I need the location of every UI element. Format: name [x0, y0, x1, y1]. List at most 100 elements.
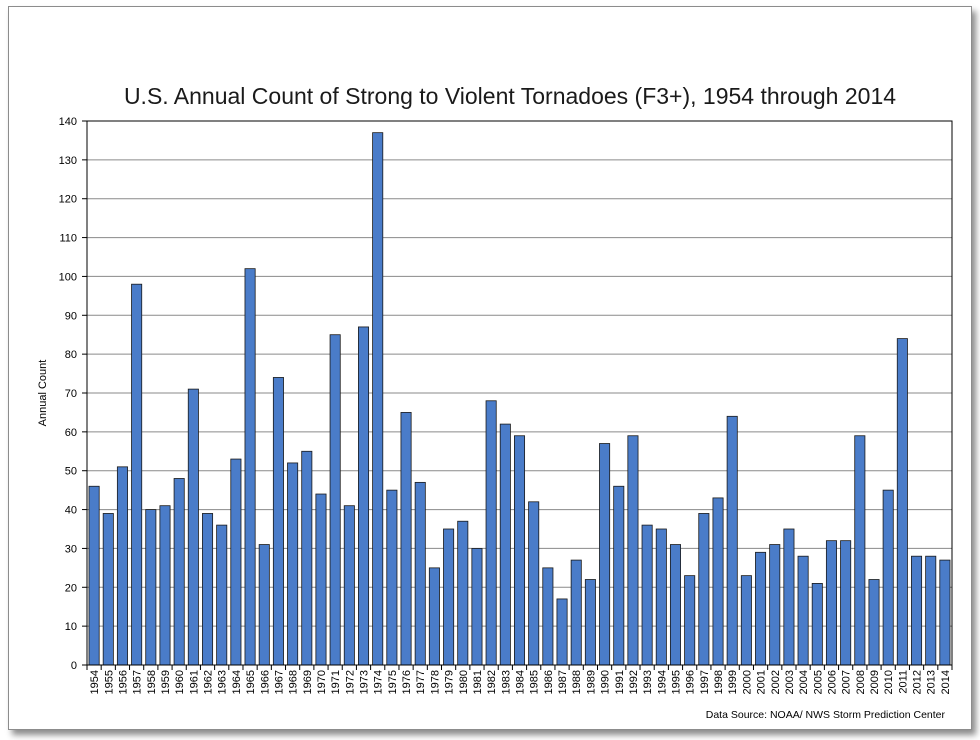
y-tick-label: 110 [59, 233, 77, 245]
bar-1964 [230, 458, 242, 666]
x-tick-label: 1999 [727, 670, 739, 694]
x-tick-label: 1982 [486, 670, 498, 694]
x-tick-label: 2004 [798, 670, 810, 694]
bar-2013 [925, 555, 937, 666]
bar-2008 [854, 435, 866, 666]
bar-1997 [698, 513, 710, 666]
y-tick-label: 100 [59, 271, 77, 283]
x-tick-label: 1974 [373, 670, 385, 694]
bar-1983 [499, 423, 511, 666]
plot-area-border [86, 120, 953, 666]
bar-1992 [627, 435, 639, 666]
bar-1970 [315, 493, 327, 666]
y-tick-labels: 0 10 20 30 40 50 60 70 80 90 100 110 120 130 140 [59, 116, 77, 672]
y-tick-label: 60 [65, 427, 77, 439]
x-tick-label: 1973 [359, 670, 371, 694]
bar-1966 [258, 544, 270, 666]
bar-1954 [88, 485, 100, 666]
bar-1990 [599, 443, 611, 666]
bar-1967 [272, 377, 284, 666]
bar-2003 [783, 528, 795, 666]
axes [82, 120, 953, 670]
x-tick-label: 1994 [656, 670, 668, 694]
x-tick-label: 1987 [557, 670, 569, 694]
bar-1955 [102, 513, 114, 666]
x-tick-label: 1962 [203, 670, 215, 694]
y-tick-label: 70 [65, 388, 77, 400]
bar-1977 [414, 481, 426, 666]
x-tick-label: 1978 [429, 670, 441, 694]
y-tick-label: 20 [65, 582, 77, 594]
x-tick-label: 2001 [756, 670, 768, 694]
x-tick-label: 1975 [387, 670, 399, 694]
bar-1973 [358, 326, 370, 666]
bar-1958 [145, 509, 157, 666]
x-tick-label: 1986 [543, 670, 555, 694]
bar-1995 [669, 544, 681, 666]
bar-2006 [825, 540, 837, 666]
x-tick-label: 1958 [146, 670, 158, 694]
bar-1971 [329, 334, 341, 666]
x-tick-label: 1983 [500, 670, 512, 694]
x-tick-label: 1979 [444, 670, 456, 694]
x-tick-label: 1996 [685, 670, 697, 694]
x-tick-label: 1959 [160, 670, 172, 694]
x-tick-label: 1964 [231, 670, 243, 694]
bar-1980 [457, 520, 469, 666]
x-tick-label: 1993 [642, 670, 654, 694]
bar-1984 [514, 435, 526, 666]
chart-title: U.S. Annual Count of Strong to Violent T… [124, 83, 896, 109]
bar-1974 [372, 132, 384, 666]
y-tick-label: 130 [59, 155, 77, 167]
x-tick-label: 1991 [614, 670, 626, 694]
bars [88, 132, 951, 666]
x-tick-label: 2000 [741, 670, 753, 694]
x-tick-label: 1990 [600, 670, 612, 694]
x-tick-label: 1995 [670, 670, 682, 694]
x-tick-label: 2007 [841, 670, 853, 694]
x-tick-label: 1966 [259, 670, 271, 694]
x-tick-label: 1988 [571, 670, 583, 694]
x-tick-label: 1997 [699, 670, 711, 694]
x-tick-label: 1963 [217, 670, 229, 694]
y-tick-label: 10 [65, 621, 77, 633]
x-tick-label: 1955 [103, 670, 115, 694]
y-tick-label: 80 [65, 349, 77, 361]
bar-2004 [797, 555, 809, 666]
y-tick-label: 120 [59, 194, 77, 206]
y-tick-label: 50 [65, 466, 77, 478]
bar-1989 [584, 579, 596, 666]
bar-1963 [216, 524, 228, 666]
x-tick-label: 1957 [132, 670, 144, 694]
bar-2009 [868, 579, 880, 666]
bar-1960 [173, 478, 185, 666]
bar-1959 [159, 505, 171, 666]
bar-2012 [911, 555, 923, 666]
bar-1996 [684, 575, 696, 666]
bar-1986 [542, 567, 554, 666]
x-tick-label: 2002 [770, 670, 782, 694]
x-tick-label: 1992 [628, 670, 640, 694]
bar-1988 [570, 559, 582, 666]
x-tick-label: 1985 [529, 670, 541, 694]
bar-2011 [896, 338, 908, 666]
x-tick-label: 2006 [826, 670, 838, 694]
bar-2000 [740, 575, 752, 666]
bar-1999 [726, 415, 738, 666]
bar-1985 [528, 501, 540, 666]
bar-2014 [939, 559, 951, 666]
bar-1998 [712, 497, 724, 666]
bar-1957 [131, 283, 143, 666]
bar-1962 [202, 513, 214, 666]
bar-1956 [116, 466, 128, 666]
x-tick-label: 1977 [415, 670, 427, 694]
bar-1978 [428, 567, 440, 666]
bar-1975 [386, 489, 398, 666]
y-tick-label: 40 [65, 505, 77, 517]
y-tick-label: 140 [59, 116, 77, 128]
x-tick-label: 2010 [883, 670, 895, 694]
x-tick-label: 2011 [897, 670, 909, 694]
y-tick-label: 0 [71, 660, 77, 672]
x-tick-label: 1968 [288, 670, 300, 694]
bar-1968 [287, 462, 299, 666]
